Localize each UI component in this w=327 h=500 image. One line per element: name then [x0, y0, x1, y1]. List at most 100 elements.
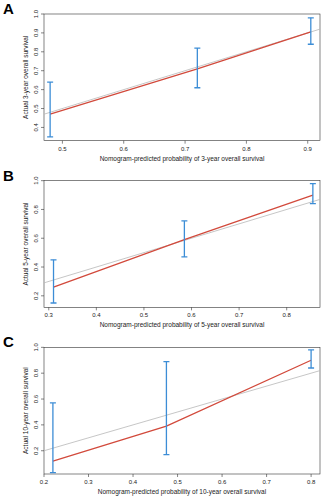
- x-tick: [307, 141, 308, 144]
- x-tick: [88, 474, 89, 477]
- error-cap: [51, 259, 57, 260]
- y-tick: [41, 295, 44, 296]
- y-tick: [41, 238, 44, 239]
- error-cap: [194, 87, 200, 88]
- y-tick: [41, 32, 44, 33]
- y-tick: [41, 70, 44, 71]
- x-tick: [48, 307, 49, 310]
- x-tick: [266, 474, 267, 477]
- error-bar: [194, 48, 200, 88]
- plot-frame: [44, 181, 320, 308]
- error-bar: [181, 221, 187, 257]
- x-tick-label: 0.5: [140, 312, 149, 318]
- y-tick: [41, 89, 44, 90]
- error-stem: [184, 221, 185, 257]
- y-tick-label: 0.6: [33, 394, 39, 403]
- y-tick-label: 1.0: [33, 343, 39, 352]
- error-cap: [308, 17, 314, 18]
- x-axis-label: Nomogram-predicted probability of 5-year…: [100, 321, 265, 329]
- x-tick: [44, 474, 45, 477]
- y-tick-label: 0.4: [33, 123, 39, 132]
- x-tick-label: 0.6: [187, 312, 196, 318]
- y-tick: [41, 267, 44, 268]
- x-tick: [123, 141, 124, 144]
- error-cap: [194, 47, 200, 48]
- x-tick: [246, 141, 247, 144]
- panel-label: B: [3, 167, 14, 184]
- error-bar: [163, 362, 169, 455]
- y-tick: [41, 180, 44, 181]
- y-tick: [41, 450, 44, 451]
- x-tick-label: 0.2: [40, 479, 49, 485]
- x-tick-label: 0.7: [235, 312, 244, 318]
- y-tick: [41, 424, 44, 425]
- error-bar: [50, 403, 56, 473]
- error-stem: [310, 350, 311, 368]
- error-cap: [50, 402, 56, 403]
- x-tick-label: 0.6: [120, 146, 129, 152]
- x-tick-label: 0.4: [92, 312, 101, 318]
- error-cap: [50, 472, 56, 473]
- plot-area: [44, 184, 320, 303]
- y-tick: [41, 14, 44, 15]
- x-tick: [191, 307, 192, 310]
- y-tick: [41, 108, 44, 109]
- x-tick: [62, 141, 63, 144]
- calibration-line: [53, 360, 311, 461]
- y-tick-label: 0.6: [33, 233, 39, 242]
- y-tick-label: 0.8: [33, 368, 39, 377]
- error-bar: [310, 184, 316, 204]
- error-cap: [310, 203, 316, 204]
- y-tick-label: 0.7: [33, 66, 39, 75]
- panel-label: C: [3, 333, 14, 350]
- x-tick-label: 0.5: [173, 479, 182, 485]
- x-tick: [96, 307, 97, 310]
- calibration-line: [50, 32, 311, 114]
- error-cap: [308, 349, 314, 350]
- x-tick-label: 0.5: [58, 146, 67, 152]
- error-cap: [51, 302, 57, 303]
- y-tick-label: 0.4: [33, 420, 39, 429]
- x-tick: [177, 474, 178, 477]
- x-axis-label: Nomogram-predicted probability of 10-yea…: [98, 488, 267, 496]
- error-bar: [51, 260, 57, 303]
- y-tick: [41, 209, 44, 210]
- y-tick-label: 1.0: [33, 176, 39, 185]
- x-tick-label: 0.3: [45, 312, 54, 318]
- error-stem: [52, 403, 53, 473]
- calibration-line: [54, 195, 313, 287]
- error-stem: [312, 184, 313, 204]
- error-cap: [308, 367, 314, 368]
- panel: C0.20.30.40.50.60.70.80.20.40.60.81.0Nom…: [3, 333, 320, 496]
- x-tick: [239, 307, 240, 310]
- x-tick-label: 0.8: [307, 479, 316, 485]
- error-cap: [181, 256, 187, 257]
- y-tick: [41, 127, 44, 128]
- error-stem: [53, 260, 54, 303]
- x-tick: [311, 474, 312, 477]
- error-cap: [181, 220, 187, 221]
- y-tick-label: 0.5: [33, 104, 39, 113]
- error-stem: [49, 82, 50, 137]
- y-tick: [41, 347, 44, 348]
- x-tick: [222, 474, 223, 477]
- y-tick-label: 0.4: [33, 262, 39, 271]
- error-bar: [47, 82, 53, 137]
- error-stem: [310, 18, 311, 44]
- x-axis-label: Nomogram-predicted probability of 3-year…: [100, 155, 265, 163]
- y-tick: [41, 399, 44, 400]
- panel: A0.50.60.70.80.90.40.50.60.70.80.91.0Nom…: [3, 0, 320, 163]
- x-tick-label: 0.6: [218, 479, 227, 485]
- panel: B 0.3 0.4 0.5 0.6 0.7 0.8 0.2 0.4 0.6 0.8 1.0 Nomogr…: [3, 167, 320, 330]
- plot-area: [44, 350, 320, 473]
- x-tick-label: 0.8: [283, 312, 292, 318]
- ideal-line: [44, 29, 320, 114]
- y-axis-label: Actual 10-year overall survival: [22, 367, 30, 454]
- error-cap: [47, 81, 53, 82]
- x-tick-label: 0.9: [304, 146, 313, 152]
- panel-label: A: [3, 0, 14, 17]
- y-tick-label: 0.2: [33, 291, 39, 300]
- y-tick-label: 0.8: [33, 205, 39, 214]
- x-tick: [143, 307, 144, 310]
- y-axis-label: Actual 5-year overall survival: [22, 202, 30, 286]
